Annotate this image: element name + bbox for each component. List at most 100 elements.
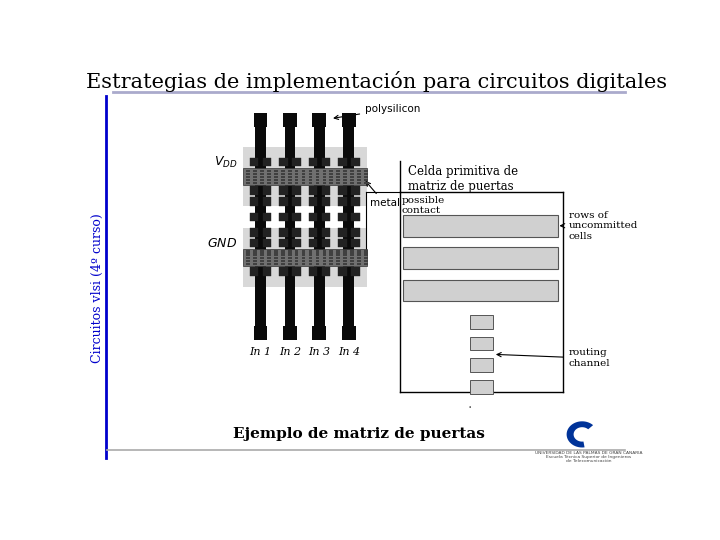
Bar xyxy=(323,262,326,265)
Bar xyxy=(315,182,320,184)
Bar xyxy=(364,179,368,181)
Text: routing
channel: routing channel xyxy=(497,348,611,368)
Bar xyxy=(322,186,330,195)
Bar xyxy=(263,197,271,206)
Bar xyxy=(357,262,361,265)
Bar xyxy=(336,260,341,262)
Bar xyxy=(250,197,258,206)
Bar xyxy=(323,256,326,259)
Bar xyxy=(274,173,277,175)
Bar xyxy=(281,256,284,259)
Bar xyxy=(322,213,330,221)
Bar xyxy=(263,228,271,237)
Bar xyxy=(253,173,256,175)
Bar xyxy=(294,179,299,181)
Bar xyxy=(309,182,312,184)
Bar xyxy=(343,173,347,175)
Bar xyxy=(287,179,292,181)
Bar xyxy=(246,253,250,256)
Bar xyxy=(338,197,346,206)
Text: In 3: In 3 xyxy=(308,347,330,357)
Bar xyxy=(294,170,299,172)
Bar xyxy=(315,256,320,259)
Bar xyxy=(302,251,305,253)
Bar xyxy=(357,253,361,256)
Bar xyxy=(469,315,493,329)
Bar xyxy=(263,239,271,247)
Bar xyxy=(343,253,347,256)
Bar xyxy=(357,182,361,184)
Bar xyxy=(314,115,325,338)
Bar xyxy=(351,253,354,256)
Bar xyxy=(243,249,367,266)
Bar xyxy=(274,176,277,178)
Bar xyxy=(364,170,368,172)
Bar xyxy=(364,173,368,175)
Bar xyxy=(336,173,341,175)
Bar xyxy=(343,260,347,262)
Bar xyxy=(309,251,312,253)
Bar xyxy=(342,326,356,340)
Bar xyxy=(315,170,320,172)
Bar xyxy=(274,260,277,262)
Bar xyxy=(253,179,256,181)
Bar xyxy=(283,113,297,127)
Bar xyxy=(336,256,341,259)
Bar xyxy=(330,176,333,178)
Text: In 4: In 4 xyxy=(338,347,360,357)
Bar xyxy=(351,158,360,166)
Bar xyxy=(274,256,277,259)
Bar xyxy=(292,228,301,237)
Bar xyxy=(322,267,330,276)
Bar xyxy=(294,176,299,178)
Bar xyxy=(364,262,368,265)
Bar xyxy=(260,256,264,259)
Bar xyxy=(469,380,493,394)
Bar xyxy=(330,173,333,175)
Text: In 2: In 2 xyxy=(279,347,301,357)
Bar xyxy=(343,262,347,265)
Bar xyxy=(309,197,317,206)
Bar xyxy=(315,173,320,175)
Bar xyxy=(357,176,361,178)
Bar xyxy=(263,267,271,276)
Bar xyxy=(294,251,299,253)
Bar xyxy=(260,176,264,178)
Bar xyxy=(246,179,250,181)
Bar xyxy=(292,239,301,247)
Bar xyxy=(274,251,277,253)
Bar xyxy=(330,182,333,184)
Bar xyxy=(243,147,367,206)
Bar xyxy=(279,228,287,237)
Bar xyxy=(287,182,292,184)
Bar xyxy=(323,251,326,253)
Bar xyxy=(322,228,330,237)
Bar xyxy=(323,176,326,178)
Bar xyxy=(287,260,292,262)
Bar xyxy=(253,182,256,184)
Bar xyxy=(302,262,305,265)
Bar xyxy=(309,262,312,265)
Bar xyxy=(253,262,256,265)
Bar xyxy=(351,197,360,206)
Bar xyxy=(294,262,299,265)
Bar xyxy=(246,170,250,172)
Bar xyxy=(338,267,346,276)
Bar xyxy=(287,256,292,259)
Bar xyxy=(274,253,277,256)
Bar xyxy=(255,115,266,338)
Bar xyxy=(309,213,317,221)
Bar xyxy=(323,253,326,256)
Text: $GND$: $GND$ xyxy=(207,237,238,250)
Bar xyxy=(322,197,330,206)
Bar xyxy=(330,251,333,253)
Bar xyxy=(260,173,264,175)
Bar xyxy=(253,260,256,262)
Text: Escuela Técnica Superior de Ingenieros: Escuela Técnica Superior de Ingenieros xyxy=(546,455,631,459)
Bar xyxy=(364,182,368,184)
Bar xyxy=(302,179,305,181)
Bar xyxy=(266,256,271,259)
Bar xyxy=(274,262,277,265)
Bar xyxy=(287,262,292,265)
Bar xyxy=(323,170,326,172)
